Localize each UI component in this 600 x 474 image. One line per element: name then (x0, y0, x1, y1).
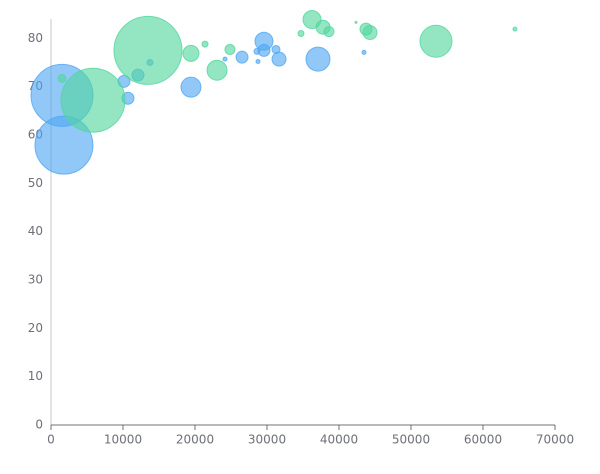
x-tick-label: 30000 (248, 433, 286, 447)
bubble (257, 43, 271, 57)
y-tick-label: 40 (28, 224, 43, 238)
y-tick-label: 10 (28, 369, 43, 383)
bubble (113, 15, 183, 85)
x-tick-label: 0 (47, 433, 55, 447)
bubble (512, 26, 518, 32)
bubble (222, 56, 228, 62)
y-tick-label: 30 (28, 273, 43, 287)
x-tick-label: 40000 (320, 433, 358, 447)
bubble (60, 67, 126, 133)
x-tick-label: 60000 (464, 433, 502, 447)
bubble (354, 20, 358, 24)
bubble (255, 59, 261, 65)
y-tick-label: 0 (35, 418, 43, 432)
y-tick-label: 50 (28, 176, 43, 190)
y-tick-label: 80 (28, 31, 43, 45)
bubble (362, 25, 378, 41)
bubble (305, 46, 331, 72)
bubble (323, 26, 335, 38)
y-tick-label: 20 (28, 321, 43, 335)
bubble (182, 44, 200, 62)
bubble (57, 73, 67, 83)
bubble (180, 76, 202, 98)
bubble (297, 30, 305, 37)
bubble (201, 40, 209, 48)
x-tick-label: 50000 (392, 433, 430, 447)
bubble (271, 51, 287, 67)
bubble (224, 43, 236, 55)
bubble (34, 115, 94, 175)
x-tick-label: 10000 (104, 433, 142, 447)
x-tick-label: 70000 (536, 433, 574, 447)
bubble (419, 24, 453, 58)
bubble (206, 59, 228, 81)
x-tick-label: 20000 (176, 433, 214, 447)
bubble (361, 49, 367, 55)
bubble (235, 50, 249, 64)
